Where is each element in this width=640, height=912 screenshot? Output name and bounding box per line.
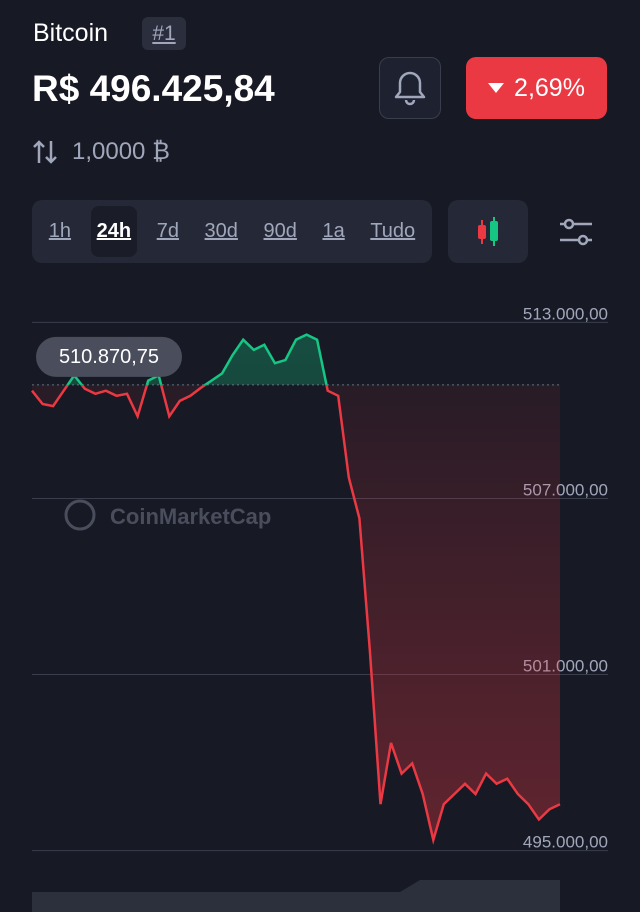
range-tab[interactable]: 90d (263, 220, 297, 242)
settings-icon (560, 218, 592, 246)
y-tick-label: 495.000,00 (523, 833, 608, 852)
amount-row: 1,0000 ₿ (32, 138, 170, 166)
range-tab[interactable]: Tudo (370, 220, 416, 242)
alert-button[interactable] (379, 57, 441, 119)
range-tab[interactable]: 1h (48, 220, 72, 242)
reference-pill (36, 336, 182, 377)
amount: 1,0000 ₿ (72, 138, 170, 165)
price-line-down (31, 384, 561, 845)
watermark-logo (64, 499, 96, 531)
range-tabs: 1h 24h 7d 30d 90d 1a Tudo (32, 200, 432, 263)
change-badge: 2,69% (466, 57, 607, 119)
y-tick-label: 513.000,00 (523, 304, 608, 323)
coin-name: Bitcoin (33, 19, 109, 47)
area-up (32, 334, 560, 385)
range-tab[interactable]: 30d (204, 220, 238, 242)
settings-button[interactable] (556, 212, 596, 257)
watermark: CoinMarketCap (110, 504, 271, 529)
candle-button[interactable] (448, 200, 528, 263)
volume-area (32, 880, 560, 912)
range-tab[interactable]: 7d (156, 220, 179, 242)
rank-badge[interactable]: #1 (142, 17, 186, 50)
price-line-up (66, 333, 328, 385)
bell-icon (394, 71, 426, 106)
change-value: 2,69% (514, 73, 585, 102)
range-tab[interactable]: 24h (90, 206, 138, 257)
range-tab[interactable]: 1a (322, 220, 345, 242)
price: R$ 496.425,84 (32, 68, 275, 109)
candle-icon (478, 217, 498, 246)
reference-label: 510.870,75 (59, 346, 159, 368)
area-down (32, 384, 560, 840)
swap-icon (33, 140, 57, 164)
down-arrow (488, 83, 505, 93)
